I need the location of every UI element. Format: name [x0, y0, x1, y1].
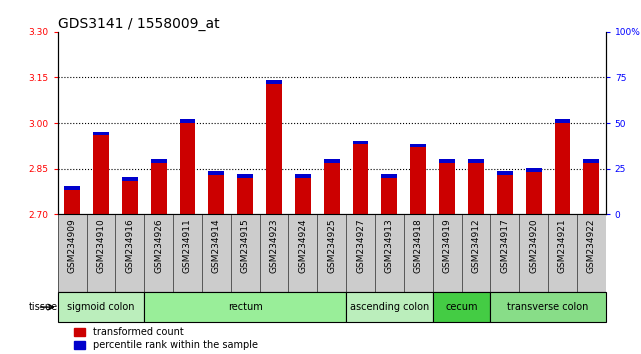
- Text: GSM234923: GSM234923: [269, 218, 279, 273]
- Bar: [208, 175, 224, 214]
- Bar: [410, 147, 426, 214]
- Bar: [583, 162, 599, 214]
- Bar: [381, 174, 397, 178]
- Bar: [237, 174, 253, 178]
- Bar: [93, 132, 109, 135]
- Text: GSM234916: GSM234916: [125, 218, 135, 273]
- Bar: [468, 159, 484, 162]
- Text: GDS3141 / 1558009_at: GDS3141 / 1558009_at: [58, 17, 219, 31]
- Bar: [295, 174, 311, 178]
- Text: GSM234910: GSM234910: [96, 218, 106, 273]
- Text: GSM234915: GSM234915: [240, 218, 250, 273]
- Bar: [554, 119, 570, 123]
- Bar: [122, 177, 138, 181]
- Text: GSM234921: GSM234921: [558, 218, 567, 273]
- Text: GSM234913: GSM234913: [385, 218, 394, 273]
- Text: GSM234927: GSM234927: [356, 218, 365, 273]
- Bar: [346, 292, 433, 322]
- Text: GSM234909: GSM234909: [67, 218, 77, 273]
- Bar: [410, 144, 426, 147]
- Bar: [179, 119, 196, 123]
- Text: GSM234922: GSM234922: [587, 218, 596, 273]
- Bar: [497, 175, 513, 214]
- Text: GSM234914: GSM234914: [212, 218, 221, 273]
- Bar: [381, 178, 397, 214]
- Bar: [497, 171, 513, 175]
- Bar: [433, 292, 490, 322]
- Text: tissue: tissue: [29, 302, 58, 312]
- Bar: [208, 171, 224, 175]
- Bar: [353, 144, 369, 214]
- Text: ascending colon: ascending colon: [350, 302, 429, 312]
- Text: sigmoid colon: sigmoid colon: [67, 302, 135, 312]
- Text: GSM234919: GSM234919: [442, 218, 452, 273]
- Text: cecum: cecum: [445, 302, 478, 312]
- Text: GSM234924: GSM234924: [298, 218, 308, 273]
- Bar: [266, 80, 282, 84]
- Text: rectum: rectum: [228, 302, 263, 312]
- Text: GSM234917: GSM234917: [500, 218, 510, 273]
- Bar: [58, 292, 144, 322]
- Text: GSM234920: GSM234920: [529, 218, 538, 273]
- Text: transverse colon: transverse colon: [508, 302, 588, 312]
- Text: GSM234918: GSM234918: [413, 218, 423, 273]
- Text: GSM234912: GSM234912: [471, 218, 481, 273]
- Text: GSM234926: GSM234926: [154, 218, 163, 273]
- Bar: [93, 135, 109, 214]
- Bar: [151, 162, 167, 214]
- Bar: [151, 159, 167, 162]
- Bar: [490, 292, 606, 322]
- Bar: [295, 178, 311, 214]
- Text: GSM234911: GSM234911: [183, 218, 192, 273]
- Bar: [583, 159, 599, 162]
- Bar: [526, 172, 542, 214]
- Bar: [144, 292, 346, 322]
- Bar: [468, 162, 484, 214]
- Bar: [526, 168, 542, 172]
- Bar: [554, 123, 570, 214]
- Bar: [324, 162, 340, 214]
- Bar: [266, 84, 282, 214]
- Bar: [179, 123, 196, 214]
- Bar: [324, 159, 340, 162]
- Bar: [353, 141, 369, 144]
- Bar: [237, 178, 253, 214]
- Bar: [64, 186, 80, 190]
- Bar: [122, 181, 138, 214]
- Bar: [64, 190, 80, 214]
- Bar: [439, 162, 455, 214]
- Bar: [439, 159, 455, 162]
- Text: GSM234925: GSM234925: [327, 218, 337, 273]
- Legend: transformed count, percentile rank within the sample: transformed count, percentile rank withi…: [74, 327, 258, 350]
